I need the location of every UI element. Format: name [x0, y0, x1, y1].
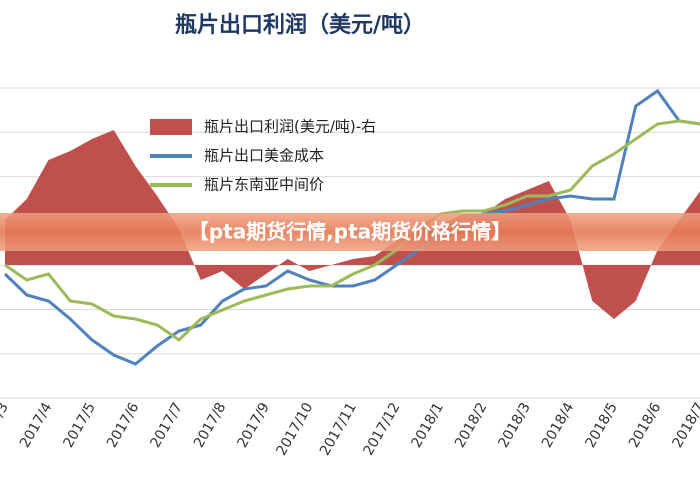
banner-text: 【pta期货行情,pta期货价格行情】: [189, 220, 511, 244]
x-tick-label: 2018/6: [626, 400, 665, 451]
x-tick-label: 2018/1: [408, 400, 446, 451]
legend-swatch: [150, 119, 192, 135]
x-tick-label: 2017/7: [147, 400, 185, 451]
plot: 2017/3 2017/4 2017/5 2017/6 2017/7 2017/8 2017…: [0, 87, 700, 458]
legend-label: 瓶片东南亚中间价: [204, 176, 324, 194]
x-tick-label: 2017/12: [360, 400, 403, 458]
x-tick-label: 2018/5: [582, 400, 620, 451]
x-tick-label: 2018/2: [452, 400, 490, 451]
x-tick-label: 2017/5: [60, 400, 98, 451]
series-line: [4, 119, 700, 342]
x-tick-label: 2017/4: [17, 400, 56, 451]
banner-bg: [0, 213, 700, 251]
legend-label: 瓶片出口美金成本: [204, 147, 324, 165]
chart-title: 瓶片出口利润（美元/吨）: [175, 12, 425, 38]
x-tick-label: 2018/4: [539, 400, 578, 451]
legend-label: 瓶片出口利润(美元/吨)-右: [204, 118, 376, 136]
x-tick-label: 2017/9: [234, 400, 272, 451]
x-tick-label: 2017/8: [191, 400, 229, 451]
x-tick-label: 2018/7: [669, 400, 700, 451]
x-tick-label: 2017/6: [104, 400, 143, 451]
x-tick-label: 2017/10: [273, 400, 316, 458]
series-line: [3, 88, 700, 366]
x-tick-label: 2018/3: [495, 400, 533, 451]
x-tick-label: 2017/11: [317, 400, 360, 458]
x-tick-label: 2017/3: [0, 400, 12, 451]
